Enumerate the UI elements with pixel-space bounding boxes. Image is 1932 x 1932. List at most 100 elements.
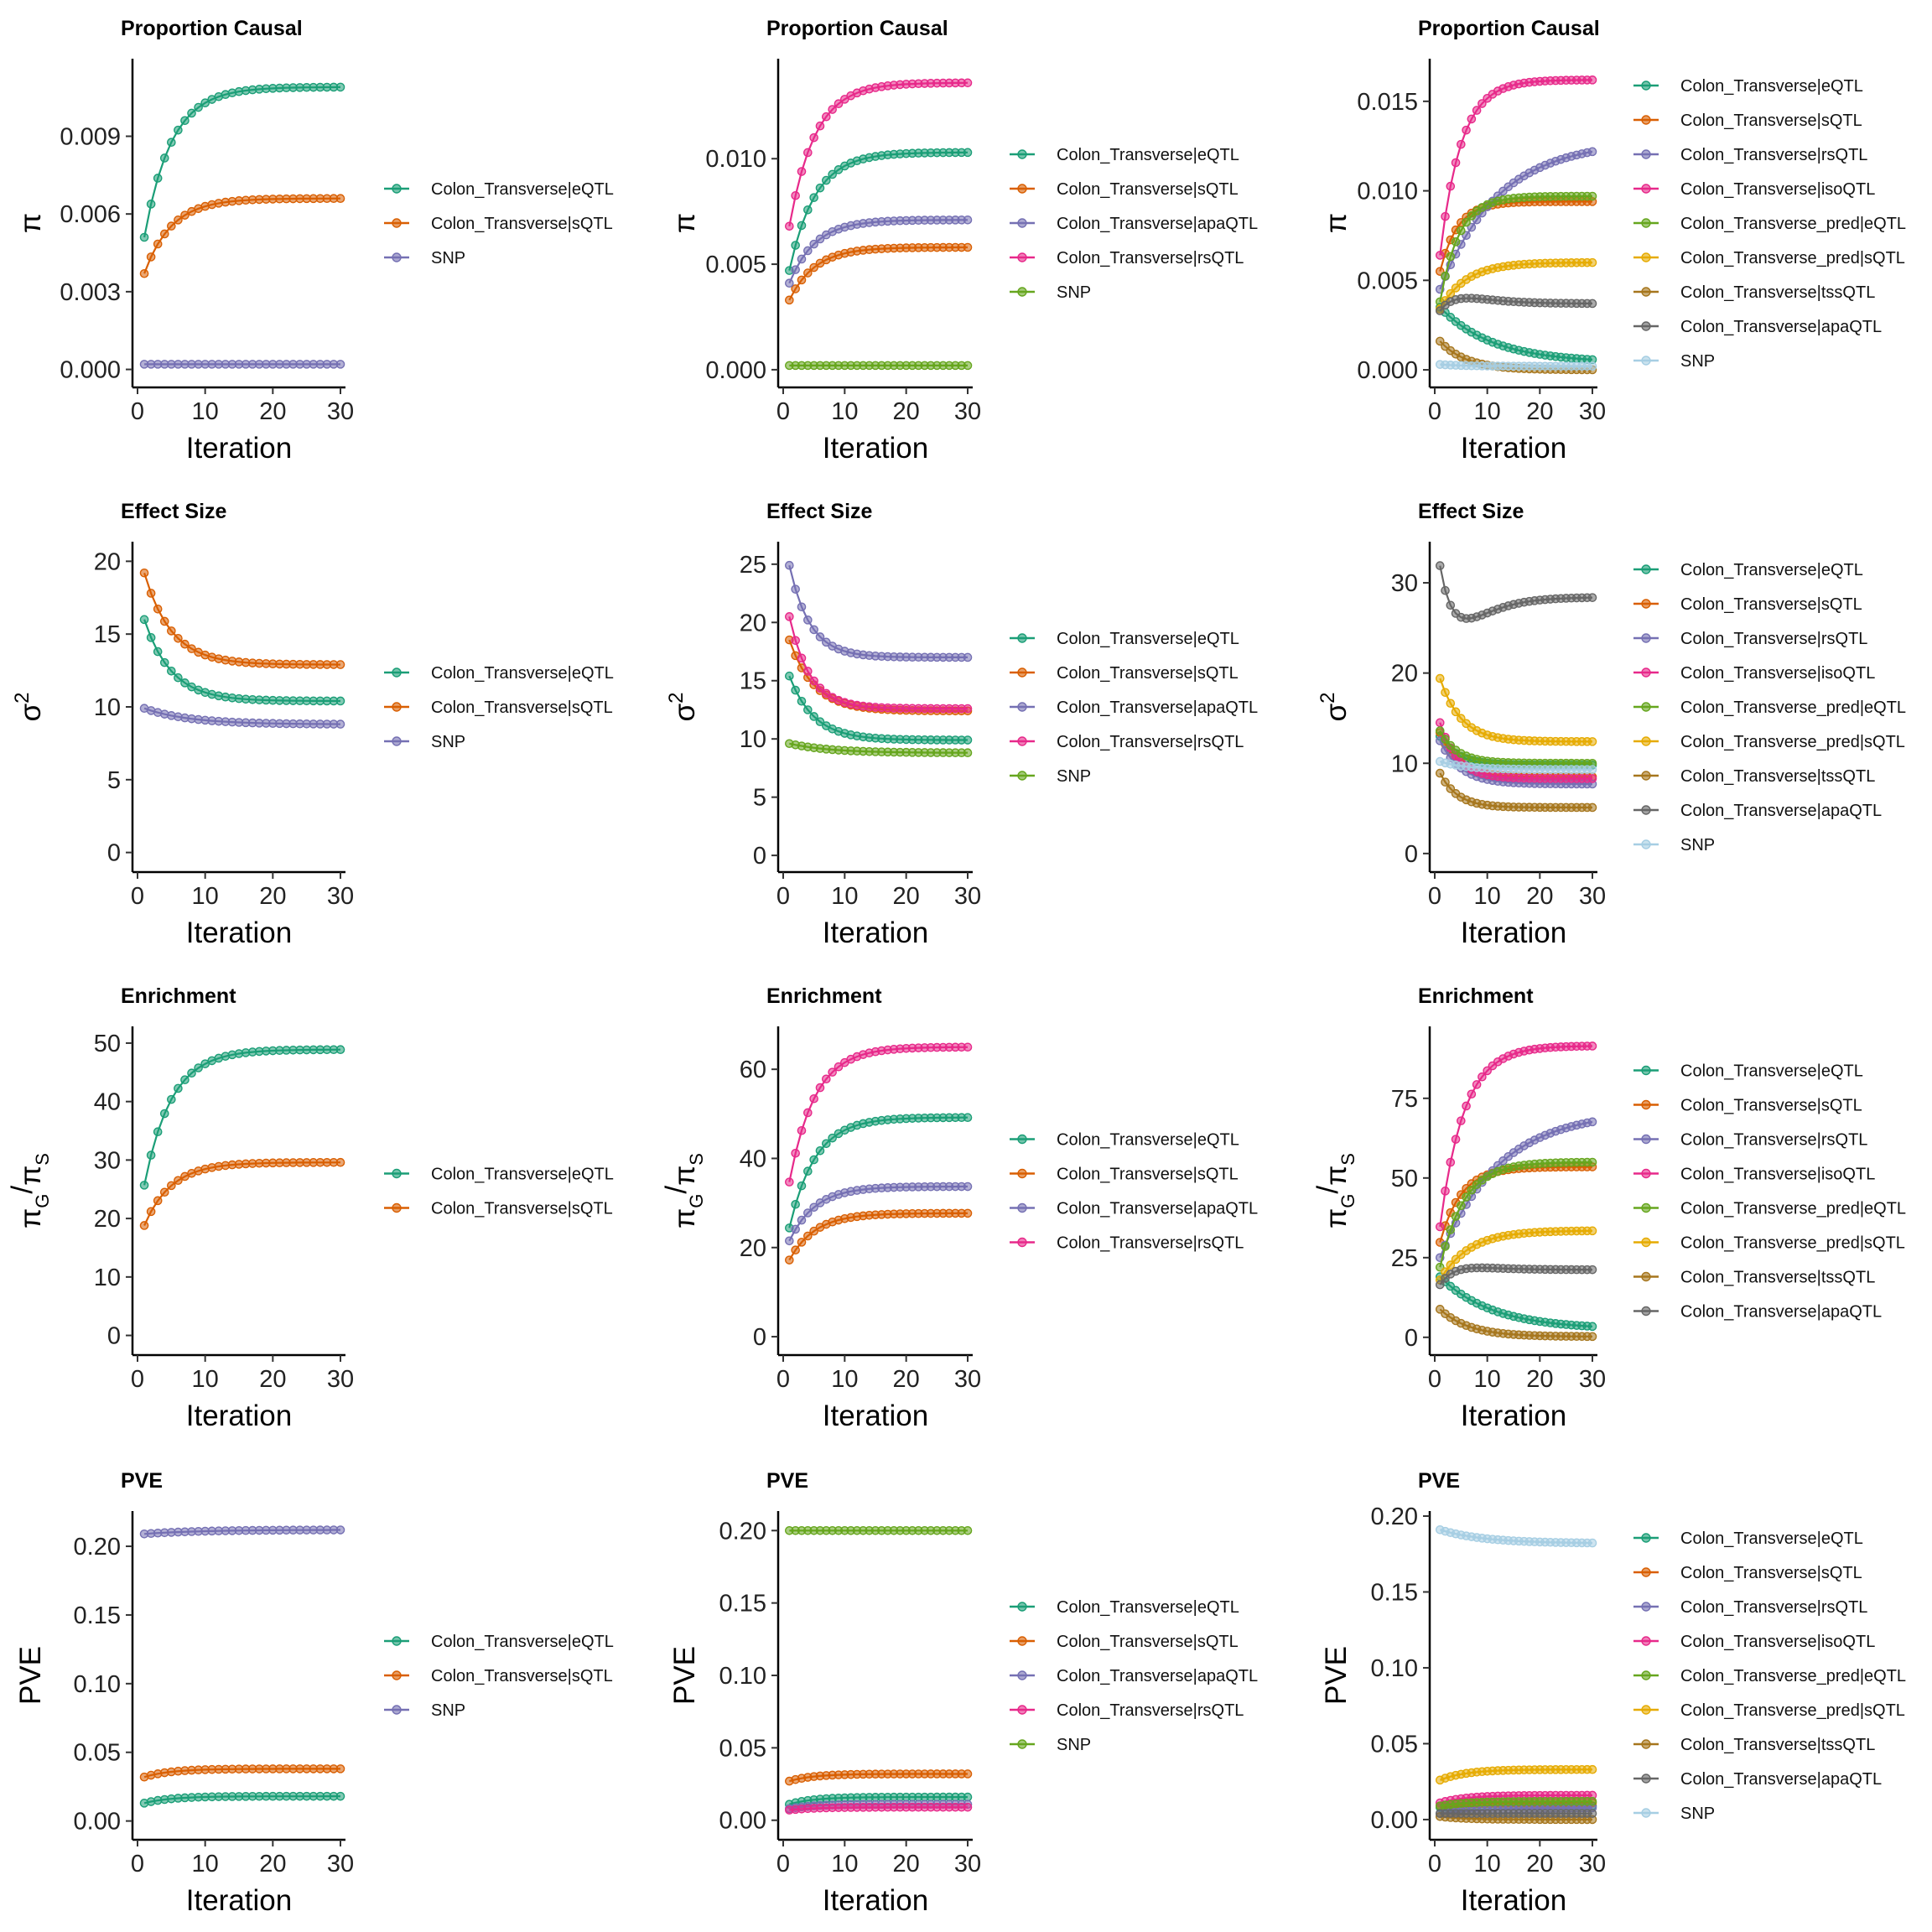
series-colon-transverse-apaqtl <box>1435 561 1597 623</box>
data-point <box>791 241 800 250</box>
data-point <box>785 1255 794 1265</box>
series-colon-transverse-apaqtl <box>785 1182 973 1246</box>
x-tick-label: 10 <box>831 1366 858 1393</box>
x-tick-label: 0 <box>131 1851 144 1877</box>
y-axis-label: πG/πS <box>6 1153 53 1228</box>
legend-label: Colon_Transverse|sQTL <box>431 215 613 233</box>
data-point <box>803 148 813 158</box>
data-point <box>180 116 190 126</box>
data-point <box>822 1139 831 1149</box>
legend-label: Colon_Transverse|tssQTL <box>1680 1269 1875 1287</box>
legend-key-point <box>1641 1533 1651 1543</box>
data-point <box>803 1231 813 1241</box>
series-colon-transverse-tssqtl <box>1435 768 1597 813</box>
data-point <box>797 167 807 176</box>
legend-item: Colon_Transverse_pred|eQTL <box>1633 215 1906 233</box>
data-point <box>1587 147 1597 157</box>
data-point <box>1462 1192 1471 1202</box>
data-point <box>815 1083 825 1093</box>
data-point <box>1462 1101 1471 1111</box>
y-tick-label: 0.009 <box>60 124 121 151</box>
data-point <box>963 78 973 88</box>
legend-key-point <box>1641 1099 1651 1110</box>
series-colon-transverse-sqtl <box>139 194 345 278</box>
legend-label: Colon_Transverse_pred|eQTL <box>1680 1667 1906 1685</box>
x-axis-label: Iteration <box>823 432 928 465</box>
legend-item: Colon_Transverse|tssQTL <box>1633 283 1875 302</box>
data-point <box>1587 299 1597 309</box>
x-tick-label: 10 <box>1474 883 1501 910</box>
data-point <box>963 215 973 225</box>
data-point <box>1435 336 1445 346</box>
data-point <box>1451 1135 1461 1144</box>
series-colon-transverse-apaqtl <box>1435 293 1597 315</box>
data-point <box>139 615 149 625</box>
panel-title: Effect Size <box>121 500 227 523</box>
data-point <box>963 1042 973 1052</box>
data-point <box>153 1127 163 1137</box>
series-colon-transverse-pred-eqtl <box>1435 191 1597 307</box>
legend-key-point <box>1641 321 1651 331</box>
x-tick-label: 20 <box>259 398 286 425</box>
series-line <box>143 86 341 238</box>
y-axis-label: πG/πS <box>1311 1153 1358 1228</box>
series-colon-transverse-tssqtl <box>1435 1305 1597 1342</box>
legend-key-point <box>1641 115 1651 125</box>
legend-label: SNP <box>1680 352 1715 371</box>
legend-key-point <box>1641 1567 1651 1577</box>
x-tick-label: 10 <box>831 1851 858 1877</box>
data-point <box>146 200 156 209</box>
x-tick-label: 30 <box>1579 1851 1606 1877</box>
data-point <box>815 183 825 193</box>
y-tick-label: 0.003 <box>60 279 121 306</box>
legend-item: Colon_Transverse|rsQTL <box>1010 1234 1244 1253</box>
legend-item: Colon_Transverse|eQTL <box>1010 630 1239 648</box>
series-snp <box>785 739 973 758</box>
legend-key-point <box>1641 1271 1651 1282</box>
panel-title: Enrichment <box>121 984 236 1008</box>
x-tick-label: 0 <box>776 1851 790 1877</box>
data-point <box>167 666 176 676</box>
series-line <box>1439 565 1593 620</box>
x-tick-label: 10 <box>192 1851 219 1877</box>
data-point <box>1472 1080 1482 1089</box>
legend-item: Colon_Transverse|rsQTL <box>1010 733 1244 751</box>
legend-key-point <box>392 736 402 746</box>
legend-label: Colon_Transverse|tssQTL <box>1680 1736 1875 1754</box>
data-point <box>146 589 156 598</box>
x-tick-label: 10 <box>1474 1366 1501 1393</box>
data-point <box>963 1802 973 1812</box>
data-point <box>834 99 844 109</box>
data-point <box>809 262 818 273</box>
legend-key-point <box>1641 564 1651 574</box>
x-tick-label: 0 <box>131 1366 144 1393</box>
x-tick-label: 30 <box>327 1851 354 1877</box>
y-tick-label: 0.000 <box>60 357 121 384</box>
legend-item: Colon_Transverse|sQTL <box>1010 664 1239 683</box>
legend-label: Colon_Transverse|rsQTL <box>1057 1234 1244 1253</box>
x-tick-label: 10 <box>831 883 858 910</box>
x-tick-label: 20 <box>893 883 920 910</box>
series-line <box>788 246 968 301</box>
legend-key-point <box>1641 356 1651 366</box>
y-tick-label: 20 <box>94 548 121 575</box>
legend-key-point <box>1641 839 1651 849</box>
data-point <box>791 636 800 646</box>
legend-key-point <box>1017 1134 1027 1145</box>
data-point <box>963 148 973 158</box>
legend-label: Colon_Transverse|rsQTL <box>1680 630 1867 648</box>
legend-label: Colon_Transverse_pred|sQTL <box>1680 1701 1905 1720</box>
data-point <box>797 1125 807 1135</box>
data-point <box>153 604 163 614</box>
y-tick-label: 0 <box>107 840 121 867</box>
y-tick-label: 0 <box>753 843 766 870</box>
data-point <box>1446 1157 1456 1167</box>
y-tick-label: 60 <box>740 1057 766 1083</box>
data-point <box>1441 1187 1450 1196</box>
data-point <box>1451 158 1461 168</box>
x-tick-label: 30 <box>327 1366 354 1393</box>
data-point <box>815 1145 825 1156</box>
data-point <box>1446 1225 1456 1234</box>
legend-label: Colon_Transverse|apaQTL <box>1057 1667 1258 1685</box>
data-point <box>963 735 973 745</box>
